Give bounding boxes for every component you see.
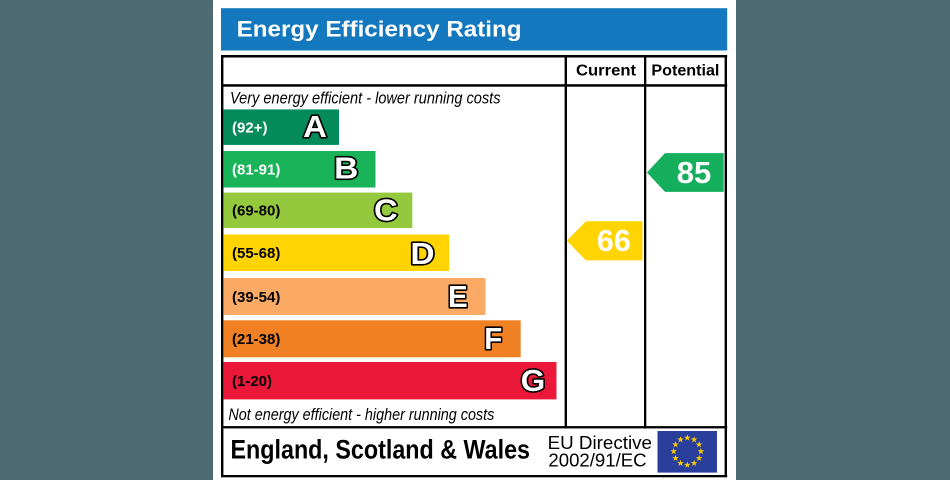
svg-text:(92+): (92+): [232, 119, 267, 136]
svg-text:E: E: [448, 279, 468, 314]
svg-text:Potential: Potential: [651, 63, 719, 80]
svg-text:F: F: [484, 321, 502, 356]
svg-text:(55-68): (55-68): [232, 245, 280, 262]
svg-text:England, Scotland & Wales: England, Scotland & Wales: [231, 434, 531, 464]
svg-text:G: G: [521, 363, 546, 398]
svg-text:C: C: [374, 193, 398, 228]
svg-text:(21-38): (21-38): [232, 331, 280, 348]
svg-text:B: B: [334, 150, 358, 185]
svg-text:66: 66: [597, 224, 631, 258]
svg-text:EU Directive: EU Directive: [548, 433, 652, 453]
svg-text:Not energy efficient - higher: Not energy efficient - higher running co…: [228, 405, 494, 424]
svg-text:Current: Current: [576, 63, 637, 80]
svg-text:85: 85: [677, 155, 711, 190]
svg-text:(69-80): (69-80): [232, 203, 280, 220]
svg-text:Very energy efficient - lower: Very energy efficient - lower running co…: [230, 89, 501, 108]
svg-text:D: D: [410, 236, 434, 271]
svg-text:2002/91/EC: 2002/91/EC: [548, 451, 646, 471]
svg-text:(39-54): (39-54): [232, 289, 280, 306]
svg-text:A: A: [303, 109, 327, 144]
svg-text:(1-20): (1-20): [232, 373, 272, 390]
svg-text:(81-91): (81-91): [232, 162, 280, 179]
svg-text:Energy Efficiency Rating: Energy Efficiency Rating: [237, 17, 522, 42]
